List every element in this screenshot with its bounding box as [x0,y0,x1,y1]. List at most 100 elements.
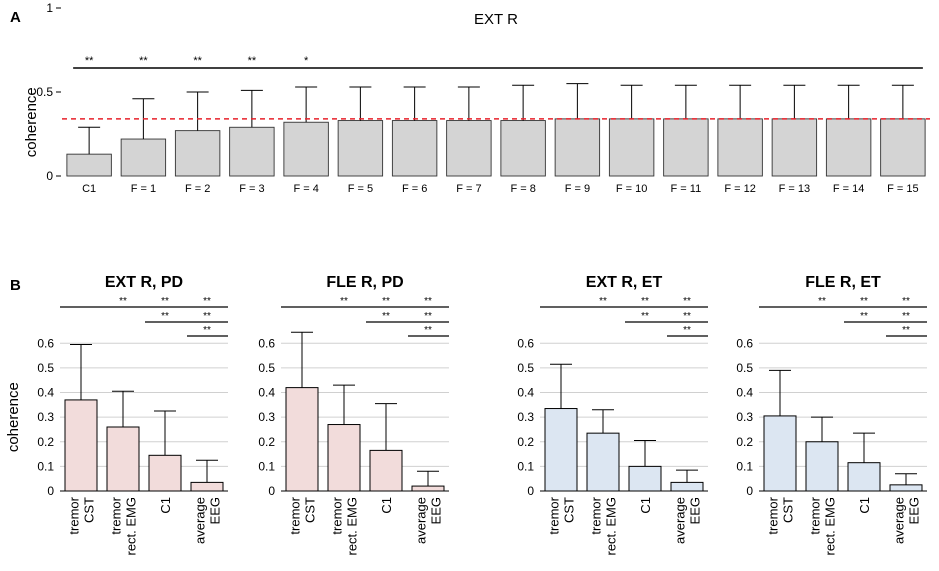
y-tick-label: 0.2 [258,435,275,449]
x-tick-label: CST [781,497,796,523]
chart-b-ylabel: coherence [5,382,22,452]
y-tick-label: 0.1 [517,459,534,473]
bar [763,415,797,492]
significance-mark: ** [641,296,649,307]
y-tick-label: 0.5 [36,85,53,99]
y-tick-label: 0.3 [517,410,534,424]
bar [880,118,926,177]
significance-mark: ** [161,311,169,322]
bar [190,481,224,492]
chart-b-title: FLE R, ET [805,274,881,291]
y-tick-label: 0.3 [37,410,54,424]
x-tick-label: tremor [330,496,345,534]
significance-mark: ** [203,296,211,307]
bar [628,465,662,492]
x-tick-label: F = 12 [724,183,756,195]
significance-mark: ** [860,296,868,307]
y-tick-label: 0.5 [736,361,753,375]
bar [500,120,546,177]
significance-mark: ** [641,311,649,322]
significance-mark: ** [902,325,910,336]
significance-mark: ** [424,311,432,322]
significance-mark: ** [599,296,607,307]
bar [285,387,319,492]
significance-mark: ** [203,325,211,336]
significance-mark: ** [248,55,257,67]
bar [174,130,221,177]
y-tick-label: 0.5 [517,361,534,375]
significance-mark: ** [902,311,910,322]
x-tick-label: F = 11 [671,183,702,195]
x-tick-label: F = 9 [565,183,590,195]
x-tick-label: average [892,497,907,544]
bar [391,120,438,177]
bar [771,118,818,177]
x-tick-label: tremor [288,496,303,534]
chart-a-ylabel: coherence [23,87,40,157]
x-tick-label: F = 2 [185,183,210,195]
y-tick-label: 0.2 [517,435,534,449]
y-tick-label: 0.3 [736,410,753,424]
y-tick-label: 0.6 [258,336,275,350]
bar [327,424,361,492]
y-tick-label: 0.4 [517,386,534,400]
x-tick-label: F = 7 [456,183,481,195]
y-tick-label: 1 [46,1,53,15]
y-tick-label: 0.4 [37,386,54,400]
x-tick-label: rect. EMG [345,497,360,556]
x-tick-label: F = 5 [348,183,373,195]
bar [586,432,620,492]
x-tick-label: C1 [158,497,173,514]
x-tick-label: C1 [857,497,872,514]
significance-mark: ** [683,296,691,307]
y-tick-label: 0.6 [517,336,534,350]
significance-mark: ** [161,296,169,307]
x-tick-label: average [193,497,208,544]
x-tick-label: F = 4 [293,183,318,195]
x-tick-label: rect. EMG [823,497,838,556]
bar [805,441,839,492]
y-tick-label: 0.1 [37,459,54,473]
y-tick-label: 0.6 [736,336,753,350]
x-tick-label: rect. EMG [124,497,139,556]
x-tick-label: C1 [82,183,96,195]
x-tick-label: CST [303,497,318,523]
y-tick-label: 0.6 [37,336,54,350]
x-tick-label: F = 8 [510,183,535,195]
x-tick-label: EEG [907,497,922,524]
bar [66,153,112,177]
chart-b-title: EXT R, ET [586,274,663,291]
y-tick-label: 0.5 [258,361,275,375]
y-tick-label: 0.5 [37,361,54,375]
bar [717,118,763,177]
bar [411,485,445,492]
panel-label-b: B [10,277,21,294]
x-tick-label: F = 10 [616,183,648,195]
y-tick-label: 0.3 [258,410,275,424]
significance-mark: ** [382,311,390,322]
y-tick-label: 0 [527,484,534,498]
bar [889,484,923,492]
significance-mark: ** [119,296,127,307]
y-tick-label: 0 [46,169,53,183]
y-tick-label: 0 [746,484,753,498]
x-tick-label: F = 6 [402,183,427,195]
x-tick-label: tremor [589,496,604,534]
significance-mark: ** [203,311,211,322]
significance-mark: ** [424,296,432,307]
x-tick-label: tremor [67,496,82,534]
significance-mark: ** [85,55,94,67]
chart-b: EXT R, PD 0 0.1 0.2 0.3 0.4 0.5 0.6 coherence tre… [5,274,927,556]
significance-mark: ** [424,325,432,336]
y-tick-label: 0.4 [736,386,753,400]
x-tick-label: average [414,497,429,544]
y-tick-label: 0 [47,484,54,498]
x-tick-label: average [673,497,688,544]
x-tick-label: EEG [208,497,223,524]
bar [446,120,492,177]
bar [337,120,384,177]
x-tick-label: C1 [379,497,394,514]
significance-mark: ** [902,296,910,307]
x-tick-label: F = 13 [779,183,811,195]
